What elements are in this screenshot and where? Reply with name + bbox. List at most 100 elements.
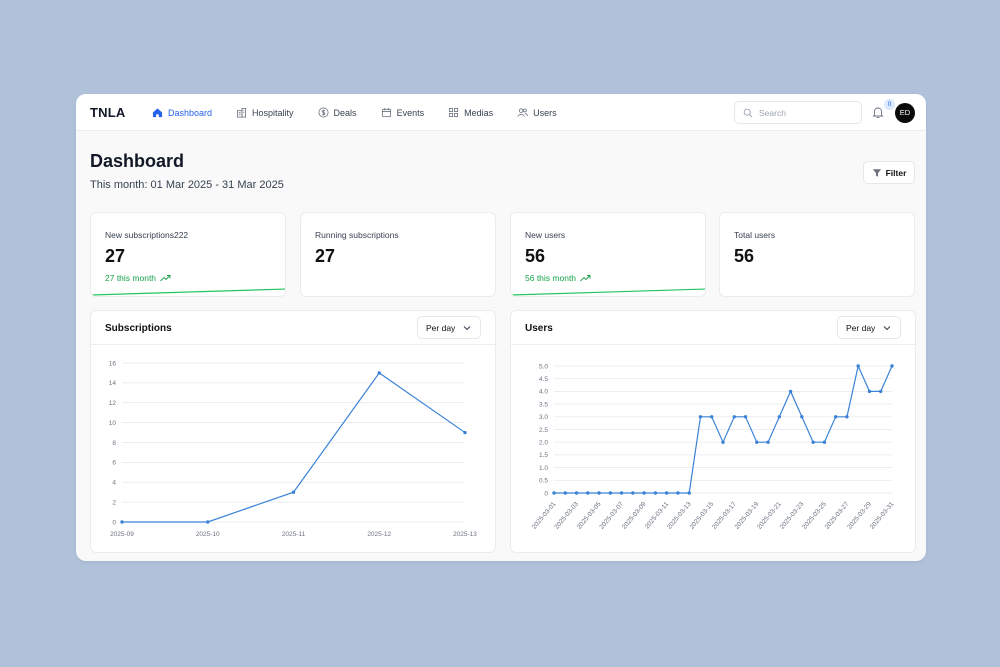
data-point	[463, 430, 467, 435]
period-select[interactable]: Per day	[417, 316, 481, 339]
nav-item-deals[interactable]: Deals	[318, 94, 357, 131]
nav-item-label: Hospitality	[252, 107, 294, 118]
app-window: TNLA Dashboard Hospitality Deals Events …	[76, 94, 926, 561]
data-point	[206, 520, 210, 524]
y-tick-label: 2.0	[539, 440, 548, 447]
data-point	[642, 491, 646, 495]
nav-item-label: Deals	[333, 107, 357, 118]
nav-item-hospitality[interactable]: Hospitality	[236, 94, 294, 131]
y-tick-label: 2	[112, 499, 116, 506]
page-subtitle: This month: 01 Mar 2025 - 31 Mar 2025	[90, 179, 284, 191]
stat-sparkline	[511, 288, 705, 296]
stat-value: 56	[525, 246, 546, 266]
users-icon	[517, 108, 528, 117]
data-point	[631, 491, 635, 495]
nav-item-medias[interactable]: Medias	[448, 94, 493, 131]
nav-item-users[interactable]: Users	[517, 94, 557, 131]
stat-trend-text: 27 this month	[105, 273, 157, 283]
data-point	[890, 364, 894, 368]
stat-label: Total users	[734, 230, 776, 240]
data-point	[811, 440, 815, 444]
y-tick-label: 8	[112, 440, 116, 447]
stat-trend: 27 this month	[105, 273, 171, 283]
series-line	[122, 372, 466, 523]
data-point	[721, 440, 725, 444]
data-point	[619, 491, 624, 495]
y-tick-label: 3.5	[539, 401, 548, 408]
stat-label: New users	[525, 230, 566, 240]
data-point	[563, 491, 567, 495]
users-panel: Users Per day 0 0.5 1.0 1.5 2.0 2.5 3.0 3.5 4.0 4…	[510, 310, 916, 553]
hotel-icon	[236, 107, 247, 118]
x-tick-label: 2025-10	[196, 531, 220, 538]
data-point	[597, 491, 601, 495]
y-tick-label: 4.0	[539, 389, 548, 396]
data-point	[377, 371, 381, 375]
data-point	[777, 415, 782, 419]
y-tick-label: 12	[109, 400, 117, 407]
y-tick-label: 0	[112, 519, 116, 526]
period-select[interactable]: Per day	[837, 316, 901, 339]
search-icon	[743, 108, 753, 117]
filter-button[interactable]: Filter	[863, 161, 915, 184]
chevron-down-icon	[883, 326, 891, 331]
data-point	[653, 491, 658, 495]
avatar[interactable]: ED	[895, 103, 915, 123]
nav-item-label: Dashboard	[168, 107, 213, 118]
data-point	[879, 389, 883, 394]
data-point	[845, 415, 849, 419]
data-point	[664, 491, 669, 495]
filter-icon	[872, 168, 881, 177]
x-tick-label: 2025-13	[453, 531, 477, 538]
nav-item-label: Medias	[464, 107, 494, 118]
search-box[interactable]	[734, 101, 862, 124]
data-point	[120, 520, 124, 524]
y-tick-label: 2.5	[539, 427, 548, 434]
top-navbar: TNLA Dashboard Hospitality Deals Events …	[76, 94, 926, 131]
x-tick-label: 2025-09	[110, 531, 134, 538]
data-point	[867, 389, 872, 394]
y-tick-label: 4	[112, 480, 116, 487]
data-point	[291, 490, 296, 494]
stat-card-total-users: Total users 56	[719, 212, 915, 297]
stat-value: 27	[105, 246, 126, 266]
stat-card-new-users: New users 56 56 this month	[510, 212, 706, 297]
data-point	[698, 415, 703, 419]
grid-icon	[449, 107, 459, 118]
dollar-icon	[318, 107, 329, 118]
app-logo[interactable]: TNLA	[90, 105, 126, 120]
page-title: Dashboard	[90, 151, 185, 171]
trend-up-icon	[160, 275, 171, 282]
y-tick-label: 5.0	[539, 363, 548, 370]
panel-title: Subscriptions	[105, 323, 172, 334]
stat-value: 27	[315, 246, 336, 266]
subscriptions-panel: Subscriptions Per day 0 2 4 6 8 10 12 14 16 2025-…	[90, 310, 496, 553]
nav-item-dashboard[interactable]: Dashboard	[152, 94, 212, 131]
data-point	[766, 440, 770, 444]
data-point	[676, 491, 680, 495]
search-input[interactable]	[759, 107, 859, 118]
data-point	[586, 491, 590, 495]
x-tick-label: 2025-03-31	[869, 500, 896, 530]
x-tick-label: 2025-12	[367, 531, 391, 538]
data-point	[608, 491, 613, 495]
subscriptions-chart: 0 2 4 6 8 10 12 14 16 2025-09 2025-10 2025-11 2025-1…	[109, 360, 478, 538]
panel-header: Users Per day	[511, 311, 915, 345]
notification-badge: 0	[884, 99, 895, 110]
data-point	[743, 415, 748, 419]
panel-header: Subscriptions Per day	[91, 311, 495, 345]
calendar-icon	[381, 108, 391, 118]
data-point	[574, 491, 579, 495]
data-point	[710, 415, 714, 419]
y-tick-label: 6	[112, 460, 116, 467]
y-tick-label: 0.5	[539, 478, 548, 485]
bell-icon[interactable]	[871, 105, 885, 119]
y-tick-label: 14	[109, 380, 117, 387]
stat-label: Running subscriptions	[315, 230, 399, 240]
users-chart: 00.51.01.52.02.53.03.54.04.55.02025-03-0…	[531, 363, 896, 530]
nav-item-label: Users	[533, 107, 557, 118]
data-point	[800, 415, 804, 419]
trend-up-icon	[580, 275, 591, 282]
main-nav: Dashboard Hospitality Deals Events Media…	[152, 94, 581, 131]
nav-item-events[interactable]: Events	[381, 94, 424, 131]
